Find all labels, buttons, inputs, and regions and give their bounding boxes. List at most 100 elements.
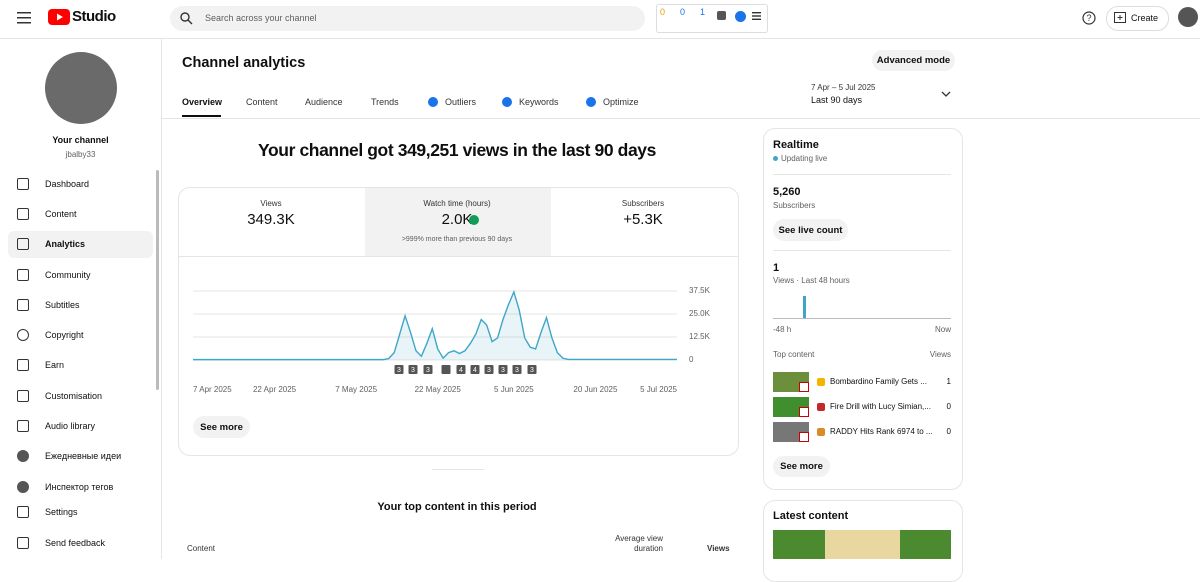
nav-item[interactable]: Dashboard [45, 179, 90, 189]
sidebar [0, 39, 162, 559]
video-marker-count: 3 [397, 367, 401, 374]
extension-widget[interactable] [656, 4, 768, 33]
chevron[interactable] [941, 91, 951, 98]
video-marker [498, 365, 508, 374]
channel-avatar[interactable] [45, 52, 117, 124]
tab[interactable]: Keywords [519, 97, 559, 107]
y-tick-label: 12.5K [689, 332, 711, 341]
nav-item[interactable]: Settings [45, 507, 78, 517]
logo-text[interactable]: Studio [72, 8, 116, 25]
header [0, 0, 1200, 39]
nav-item[interactable]: Инспектор тегов [45, 482, 114, 492]
realtime-status: Updating live [781, 154, 828, 163]
video-marker [441, 365, 451, 374]
video-title[interactable]: Bombardino Family Gets ... [830, 377, 927, 386]
nav-icon [17, 390, 29, 402]
search-icon [180, 12, 193, 25]
video-title[interactable]: Fire Drill with Lucy Simian,... [830, 402, 931, 411]
divider [161, 118, 1200, 119]
title-icon [817, 428, 825, 436]
video-marker-count: 3 [487, 367, 491, 374]
nav-item[interactable]: Customisation [45, 391, 103, 401]
metric-value[interactable]: 2.0K [441, 211, 473, 228]
search-box[interactable] [170, 6, 645, 31]
divider [432, 469, 484, 470]
y-tick-label: 25.0K [689, 309, 711, 318]
top-content-label: Top content [773, 350, 815, 359]
subscriber-label: Subscribers [773, 201, 816, 210]
see-more-button[interactable]: See more [193, 416, 250, 438]
video-marker-count: 3 [530, 367, 534, 374]
period[interactable]: Last 90 days [811, 95, 863, 105]
widget-icon [735, 11, 746, 22]
tab[interactable]: Outliers [445, 97, 477, 107]
headline: Your channel got 349,251 views in the la… [258, 140, 656, 160]
latest-thumbnail-art [825, 530, 900, 559]
tab[interactable]: Content [246, 97, 278, 107]
tab[interactable]: Overview [182, 97, 223, 107]
metric-label: Watch time (hours) [423, 199, 491, 208]
menu-icon[interactable] [17, 12, 31, 24]
nav-item[interactable]: Ежедневные идеи [45, 451, 122, 461]
tab[interactable]: Audience [305, 97, 343, 107]
nav-item[interactable]: Analytics [45, 239, 86, 249]
account-avatar[interactable] [1178, 7, 1198, 27]
overview-card [178, 187, 739, 456]
realtime-bar [803, 296, 806, 318]
advanced-mode-button[interactable]: Advanced mode [872, 50, 955, 71]
title-icon [817, 403, 825, 411]
video-views: 1 [946, 377, 951, 386]
views-header: Views [929, 350, 951, 359]
x-tick-label: 22 Apr 2025 [253, 385, 297, 394]
date-range[interactable]: 7 Apr – 5 Jul 2025 [811, 83, 876, 92]
x-tick-label: 7 May 2025 [335, 385, 377, 394]
video-marker [423, 365, 433, 374]
nav-item[interactable]: Earn [45, 360, 65, 370]
y-tick-label: 0 [689, 355, 694, 364]
video-marker [527, 365, 537, 374]
title-icon [817, 378, 825, 386]
video-marker-count: 3 [426, 367, 430, 374]
nav-item[interactable]: Audio library [45, 421, 96, 431]
widget-menu[interactable] [752, 12, 761, 20]
create-icon [1114, 12, 1126, 23]
nav-item[interactable]: Community [45, 270, 91, 280]
nav-icon [17, 450, 29, 462]
metric-note: >999% more than previous 90 days [401, 236, 513, 243]
divider [179, 256, 738, 257]
video-marker-count: 3 [501, 367, 505, 374]
axis-end: Now [934, 325, 951, 334]
nav-icon [17, 329, 29, 341]
video-title[interactable]: RADDY Hits Rank 6974 to ... [830, 427, 933, 436]
help-icon[interactable]: ? [1082, 11, 1096, 25]
column-header: Content [187, 544, 216, 553]
metric-value[interactable]: 349.3K [247, 211, 295, 228]
nav-item[interactable]: Copyright [45, 330, 84, 340]
tab-icon [428, 97, 438, 107]
see-live-count-button[interactable]: See live count [773, 219, 848, 241]
metric-value[interactable]: +5.3K [623, 211, 663, 228]
tab[interactable]: Optimize [603, 97, 639, 107]
x-tick-label: 5 Jun 2025 [494, 385, 534, 394]
nav-icon [17, 269, 29, 281]
metric-label: Subscribers [621, 199, 665, 208]
divider [773, 174, 951, 175]
create-button[interactable] [1106, 6, 1169, 31]
column-header: Views [707, 544, 730, 553]
tab[interactable]: Trends [371, 97, 399, 107]
top-content-title: Your top content in this period [377, 501, 537, 513]
realtime-axis [773, 318, 951, 319]
page-title: Channel analytics [182, 55, 306, 71]
nav-item[interactable]: Subtitles [45, 300, 80, 310]
live-dot [773, 156, 778, 161]
video-marker [484, 365, 494, 374]
see-more-button[interactable]: See more [773, 456, 830, 477]
nav-icon [17, 506, 29, 518]
widget-count: 0 [680, 7, 686, 17]
svg-text:?: ? [1086, 13, 1091, 23]
nav-item[interactable]: Send feedback [45, 538, 106, 548]
thumbnail-badge [799, 407, 809, 417]
video-marker-count: 4 [459, 367, 463, 374]
logo-icon[interactable] [48, 9, 70, 25]
nav-item[interactable]: Content [45, 209, 77, 219]
